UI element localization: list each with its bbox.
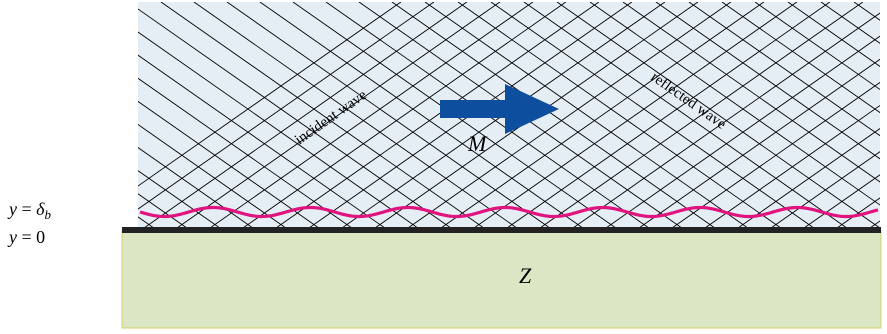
incident-wave-line xyxy=(138,77,353,228)
reflected-wave-line xyxy=(638,58,880,228)
reflected-wave-line xyxy=(737,128,880,228)
reflected-wave-line xyxy=(138,2,435,210)
reflected-wave-line xyxy=(407,2,732,228)
reflected-wave-line xyxy=(539,2,864,228)
reflected-wave-line xyxy=(605,35,880,228)
incident-wave-line xyxy=(138,8,452,228)
incident-wave-line xyxy=(160,2,485,228)
reflected-wave-line xyxy=(138,2,402,187)
mach-number-label: M xyxy=(467,131,488,156)
incident-wave-line xyxy=(138,216,155,228)
arrow-right-icon xyxy=(440,84,559,134)
reflected-wave-line xyxy=(770,151,880,228)
reflected-wave-line xyxy=(176,2,501,228)
incident-wave-line xyxy=(138,123,287,228)
incident-wave-line xyxy=(138,31,419,228)
reflected-wave-line xyxy=(143,2,468,228)
reflected-wave-line xyxy=(704,104,880,228)
reflected-wave-line xyxy=(275,2,600,228)
incident-wave-line xyxy=(138,170,221,228)
boundary-layer-curve xyxy=(139,205,879,219)
y-delta-label: y = δb xyxy=(7,199,52,222)
reflected-wave-line xyxy=(572,12,880,228)
reflected-wave-line xyxy=(671,81,880,228)
reflected-wave-line xyxy=(473,2,798,228)
incident-wave-line xyxy=(138,100,320,228)
reflected-wave-line xyxy=(803,174,880,228)
incident-wave-line xyxy=(138,54,386,228)
reflected-wave-line xyxy=(440,2,765,228)
incident-wave-line xyxy=(259,2,584,228)
incident-wave-line xyxy=(193,2,518,228)
incident-wave-line xyxy=(226,2,551,228)
y-zero-label: y = 0 xyxy=(7,227,45,247)
wall-region xyxy=(121,230,882,329)
impedance-label: Z xyxy=(519,263,532,288)
incident-wave-line xyxy=(0,2,121,228)
reflected-wave-line xyxy=(506,2,831,228)
wall-line xyxy=(122,227,881,233)
reflected-wave-line xyxy=(209,2,534,228)
incident-wave-line xyxy=(138,147,254,228)
reflected-wave-line xyxy=(242,2,567,228)
